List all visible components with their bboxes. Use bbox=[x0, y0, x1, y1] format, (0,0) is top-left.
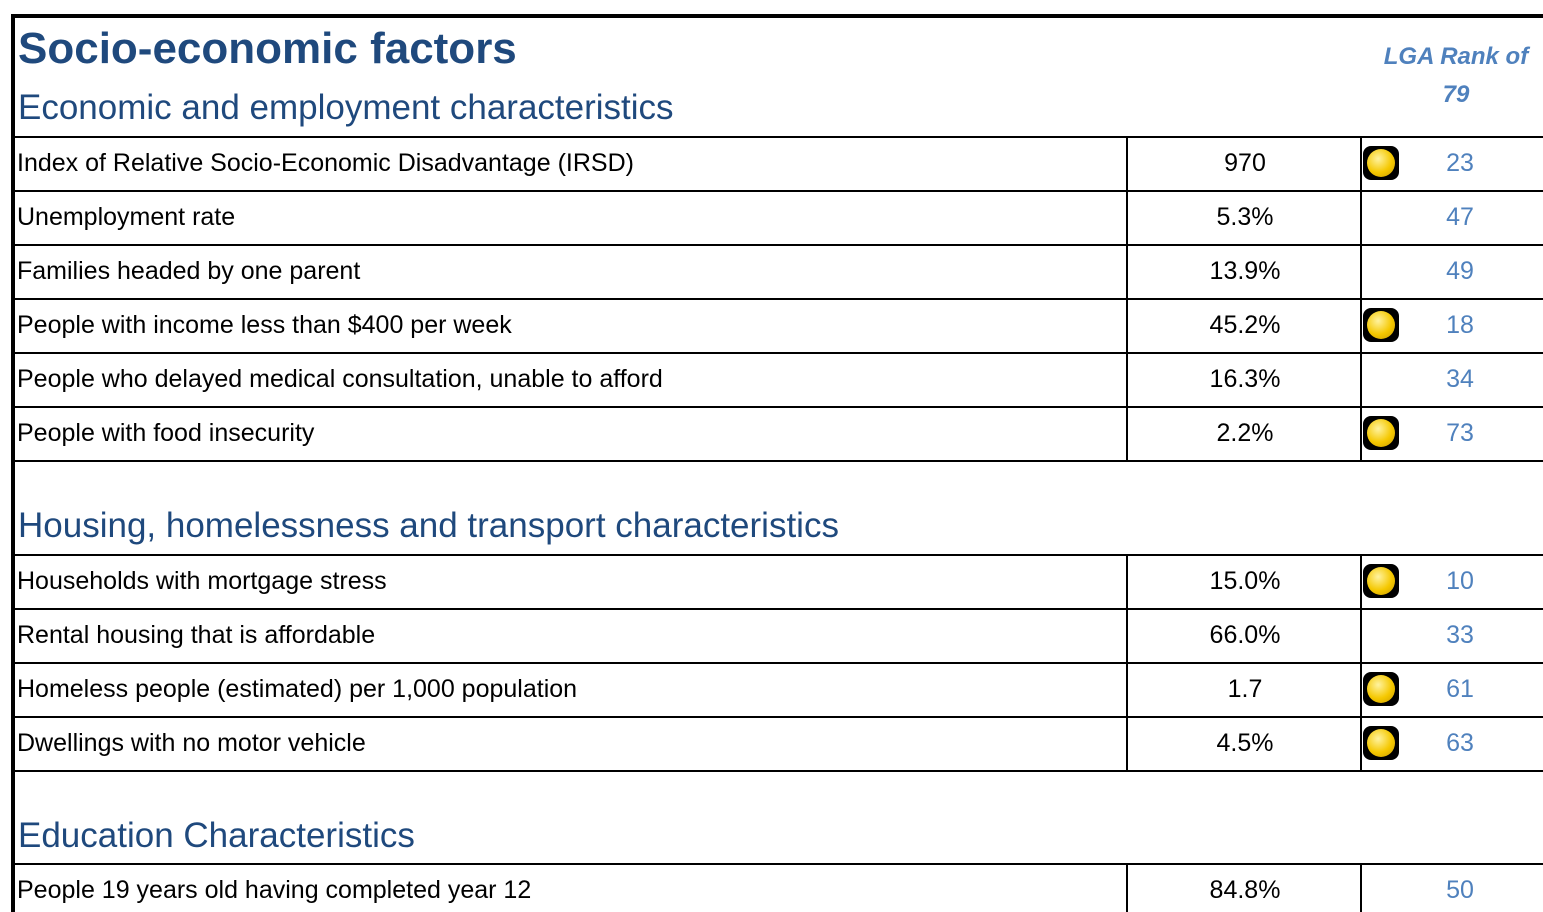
column-line bbox=[1126, 609, 1128, 663]
column-line bbox=[1126, 407, 1128, 461]
row-value: 13.9% bbox=[1209, 257, 1281, 285]
indicator-icon bbox=[1363, 672, 1399, 706]
row-value: 1.7 bbox=[1227, 675, 1263, 703]
column-line bbox=[1360, 609, 1362, 663]
indicator-dot bbox=[1367, 675, 1395, 703]
indicator-dot bbox=[1367, 419, 1395, 447]
left-border bbox=[11, 14, 15, 912]
row-label: People with food insecurity bbox=[17, 419, 315, 447]
indicator-dot bbox=[1367, 567, 1395, 595]
row-rank: 23 bbox=[1446, 149, 1474, 177]
column-line bbox=[1360, 137, 1362, 191]
row-value: 15.0% bbox=[1209, 567, 1281, 595]
indicator-dot bbox=[1367, 311, 1395, 339]
column-line bbox=[1360, 299, 1362, 353]
row-value: 16.3% bbox=[1209, 365, 1281, 393]
row-value: 2.2% bbox=[1216, 419, 1274, 447]
row-label: People who delayed medical consultation,… bbox=[17, 365, 663, 393]
row-border bbox=[12, 244, 1543, 246]
row-rank: 61 bbox=[1446, 675, 1474, 703]
row-border bbox=[12, 608, 1543, 610]
column-line bbox=[1360, 191, 1362, 245]
row-border bbox=[12, 136, 1543, 138]
indicator-dot bbox=[1367, 729, 1395, 757]
row-border bbox=[12, 770, 1543, 772]
row-value: 45.2% bbox=[1209, 311, 1281, 339]
row-border bbox=[12, 716, 1543, 718]
column-line bbox=[1360, 717, 1362, 771]
row-label: Index of Relative Socio-Economic Disadva… bbox=[17, 149, 634, 177]
column-line bbox=[1126, 864, 1128, 912]
indicator-icon bbox=[1363, 726, 1399, 760]
row-label: Households with mortgage stress bbox=[17, 567, 387, 595]
row-rank: 34 bbox=[1446, 365, 1474, 393]
row-label: Unemployment rate bbox=[17, 203, 236, 231]
column-line bbox=[1360, 663, 1362, 717]
row-border bbox=[12, 406, 1543, 408]
row-border bbox=[12, 298, 1543, 300]
row-value: 4.5% bbox=[1216, 729, 1274, 757]
row-label: People 19 years old having completed yea… bbox=[17, 876, 532, 904]
rank-header: LGA Rank of 79 bbox=[1383, 43, 1529, 108]
column-line bbox=[1126, 191, 1128, 245]
row-rank: 73 bbox=[1446, 419, 1474, 447]
row-value: 5.3% bbox=[1216, 203, 1274, 231]
row-border bbox=[12, 460, 1543, 462]
row-rank: 47 bbox=[1446, 203, 1474, 231]
row-border bbox=[12, 863, 1543, 865]
section-heading: Education Characteristics bbox=[18, 816, 415, 855]
indicator-icon bbox=[1363, 146, 1399, 180]
row-border bbox=[12, 662, 1543, 664]
column-line bbox=[1126, 555, 1128, 609]
row-value: 970 bbox=[1224, 149, 1266, 177]
column-line bbox=[1360, 245, 1362, 299]
row-value: 84.8% bbox=[1209, 876, 1281, 904]
row-rank: 18 bbox=[1446, 311, 1474, 339]
indicator-icon bbox=[1363, 308, 1399, 342]
section-heading: Economic and employment characteristics bbox=[18, 88, 674, 127]
row-value: 66.0% bbox=[1209, 621, 1281, 649]
row-rank: 49 bbox=[1446, 257, 1474, 285]
row-rank: 10 bbox=[1446, 567, 1474, 595]
column-line bbox=[1126, 717, 1128, 771]
column-line bbox=[1360, 407, 1362, 461]
column-line bbox=[1360, 864, 1362, 912]
row-border bbox=[12, 190, 1543, 192]
column-line bbox=[1126, 137, 1128, 191]
indicator-dot bbox=[1367, 149, 1395, 177]
section-heading: Housing, homelessness and transport char… bbox=[18, 506, 839, 545]
column-line bbox=[1126, 245, 1128, 299]
title: Socio-economic factors bbox=[18, 24, 517, 73]
indicator-icon bbox=[1363, 416, 1399, 450]
column-line bbox=[1126, 299, 1128, 353]
row-label: Dwellings with no motor vehicle bbox=[17, 729, 366, 757]
column-line bbox=[1126, 663, 1128, 717]
row-border bbox=[12, 352, 1543, 354]
row-rank: 50 bbox=[1446, 876, 1474, 904]
row-rank: 33 bbox=[1446, 621, 1474, 649]
row-label: People with income less than $400 per we… bbox=[17, 311, 512, 339]
row-label: Homeless people (estimated) per 1,000 po… bbox=[17, 675, 578, 703]
indicator-icon bbox=[1363, 564, 1399, 598]
column-line bbox=[1360, 353, 1362, 407]
top-border bbox=[12, 14, 1543, 18]
row-label: Rental housing that is affordable bbox=[17, 621, 376, 649]
column-line bbox=[1126, 353, 1128, 407]
row-border bbox=[12, 554, 1543, 556]
row-label: Families headed by one parent bbox=[17, 257, 361, 285]
column-line bbox=[1360, 555, 1362, 609]
row-rank: 63 bbox=[1446, 729, 1474, 757]
